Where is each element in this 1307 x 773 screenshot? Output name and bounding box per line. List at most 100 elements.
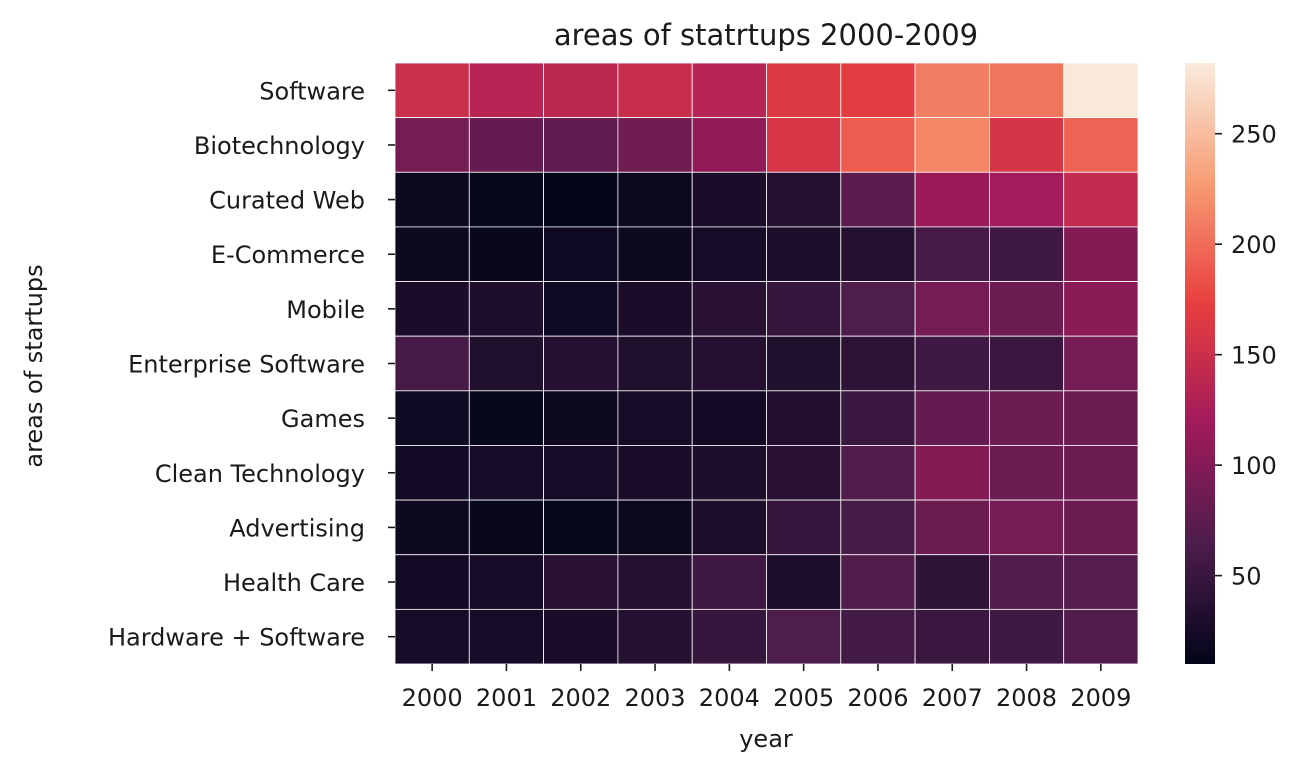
heatmap-cell (691, 226, 767, 282)
y-tick-label: Software (259, 77, 365, 105)
heatmap-cell (691, 281, 767, 337)
colorbar-tick-label: 100 (1231, 452, 1277, 480)
x-tick-label: 2000 (402, 684, 463, 712)
heatmap-cell (989, 281, 1065, 337)
heatmap-cell (1063, 281, 1139, 337)
heatmap-cell (691, 499, 767, 556)
heatmap-cell (914, 117, 990, 173)
y-axis-ticks: Software Biotechnology Curated Web E-Commer… (108, 77, 395, 652)
colorbar (1185, 63, 1215, 664)
heatmap-cell (840, 117, 916, 173)
heatmap-cell (840, 554, 916, 610)
x-axis-label: year (739, 725, 793, 753)
x-tick-label: 2001 (476, 684, 537, 712)
heatmap-cell (617, 554, 693, 610)
heatmap-cell (989, 335, 1065, 392)
heatmap-cell (766, 499, 842, 556)
heatmap-cell (543, 226, 619, 282)
heatmap-cell (766, 554, 842, 610)
y-tick-label: Health Care (223, 569, 365, 597)
heatmap-cell (691, 390, 767, 446)
heatmap-cell (914, 226, 990, 282)
heatmap-cell (989, 226, 1065, 282)
heatmap-cell (468, 390, 544, 446)
heatmap-cell (691, 608, 767, 665)
heatmap-cell (914, 608, 990, 665)
heatmap-cell (840, 445, 916, 501)
heatmap-cells (394, 62, 1139, 665)
heatmap-cell (766, 62, 842, 119)
heatmap-cell (468, 445, 544, 501)
x-tick-label: 2003 (625, 684, 686, 712)
heatmap-cell (989, 445, 1065, 501)
y-axis-label: areas of startups (20, 264, 48, 467)
heatmap-cell (394, 554, 470, 610)
heatmap-cell (1063, 554, 1139, 610)
heatmap-cell (468, 171, 544, 228)
heatmap-cell (468, 554, 544, 610)
heatmap-cell (543, 335, 619, 392)
heatmap-cell (617, 281, 693, 337)
x-tick-label: 2005 (773, 684, 834, 712)
heatmap-cell (543, 62, 619, 119)
heatmap-cell (394, 117, 470, 173)
heatmap-cell (766, 226, 842, 282)
heatmap-cell (766, 608, 842, 665)
y-tick-label: Biotechnology (194, 132, 365, 160)
heatmap-cell (543, 390, 619, 446)
heatmap-cell (394, 390, 470, 446)
heatmap-cell (617, 608, 693, 665)
heatmap-cell (1063, 335, 1139, 392)
heatmap-cell (840, 226, 916, 282)
heatmap-cell (468, 62, 544, 119)
heatmap-cell (617, 62, 693, 119)
y-tick-label: Advertising (229, 514, 365, 542)
x-tick-label: 2004 (699, 684, 760, 712)
heatmap-cell (766, 171, 842, 228)
x-tick-label: 2008 (996, 684, 1057, 712)
heatmap-cell (766, 390, 842, 446)
heatmap-cell (989, 62, 1065, 119)
heatmap-cell (394, 499, 470, 556)
heatmap-cell (1063, 117, 1139, 173)
heatmap-cell (1063, 62, 1139, 119)
y-tick-label: Games (281, 405, 365, 433)
heatmap-cell (766, 335, 842, 392)
heatmap-cell (468, 335, 544, 392)
colorbar-tick-label: 150 (1231, 342, 1277, 370)
colorbar-tick-label: 250 (1231, 121, 1277, 149)
heatmap-cell (691, 335, 767, 392)
heatmap-cell (914, 171, 990, 228)
x-tick-label: 2002 (550, 684, 611, 712)
heatmap-cell (691, 171, 767, 228)
colorbar-tick-label: 50 (1231, 563, 1262, 591)
heatmap-cell (914, 335, 990, 392)
heatmap-cell (543, 445, 619, 501)
heatmap-cell (1063, 608, 1139, 665)
x-tick-label: 2006 (847, 684, 908, 712)
heatmap-cell (989, 554, 1065, 610)
heatmap-cell (543, 499, 619, 556)
heatmap-cell (543, 281, 619, 337)
heatmap-cell (1063, 226, 1139, 282)
heatmap-cell (1063, 499, 1139, 556)
colorbar-tick-label: 200 (1231, 231, 1277, 259)
y-tick-label: Clean Technology (155, 460, 365, 488)
heatmap-cell (840, 499, 916, 556)
heatmap-cell (617, 499, 693, 556)
heatmap-cell (468, 226, 544, 282)
heatmap-cell (394, 281, 470, 337)
chart-title: areas of statrtups 2000-2009 (554, 18, 978, 52)
heatmap-cell (840, 62, 916, 119)
heatmap-cell (543, 608, 619, 665)
heatmap-cell (543, 554, 619, 610)
heatmap-cell (840, 608, 916, 665)
y-tick-label: Curated Web (209, 187, 365, 215)
heatmap-cell (914, 554, 990, 610)
heatmap-cell (989, 171, 1065, 228)
colorbar-ticks: 50 100 150 200 250 (1215, 121, 1277, 591)
heatmap-cell (840, 171, 916, 228)
heatmap-cell (989, 117, 1065, 173)
heatmap-cell (840, 281, 916, 337)
